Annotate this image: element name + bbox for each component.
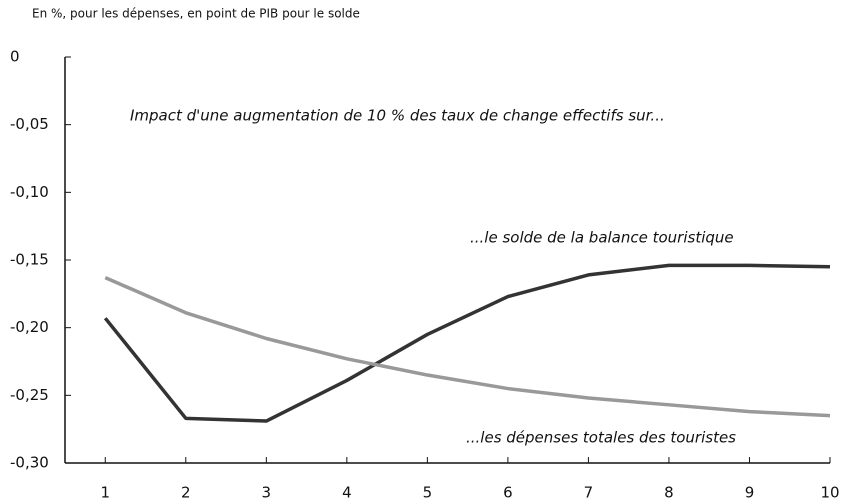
x-tick-label: 9: [745, 484, 755, 502]
series-line: [103, 263, 831, 423]
x-tick-label: 2: [181, 484, 191, 502]
x-tick-label: 5: [423, 484, 433, 502]
series-line: [104, 275, 831, 418]
x-tick-label: 1: [100, 484, 110, 502]
x-tick-label: 10: [820, 484, 839, 502]
y-tick-label: -0,25: [10, 386, 49, 404]
x-tick-label: 4: [342, 484, 352, 502]
y-tick-label: -0,10: [10, 183, 49, 201]
x-tick-label: 7: [584, 484, 594, 502]
y-tick-label: -0,20: [10, 318, 49, 336]
x-tick-label: 6: [503, 484, 513, 502]
annotation: Impact d'une augmentation de 10 % des ta…: [130, 107, 665, 125]
chart-subtitle: En %, pour les dépenses, en point de PIB…: [32, 7, 360, 21]
x-tick-label: 3: [262, 484, 272, 502]
y-tick-label: -0,15: [10, 251, 49, 269]
series-label: ...le solde de la balance touristique: [470, 229, 734, 247]
y-tick-label: 0: [10, 48, 20, 66]
series-label: ...les dépenses totales des touristes: [466, 429, 736, 447]
y-tick-label: -0,05: [10, 115, 49, 133]
x-tick-label: 8: [664, 484, 674, 502]
y-tick-label: -0,30: [10, 454, 49, 472]
